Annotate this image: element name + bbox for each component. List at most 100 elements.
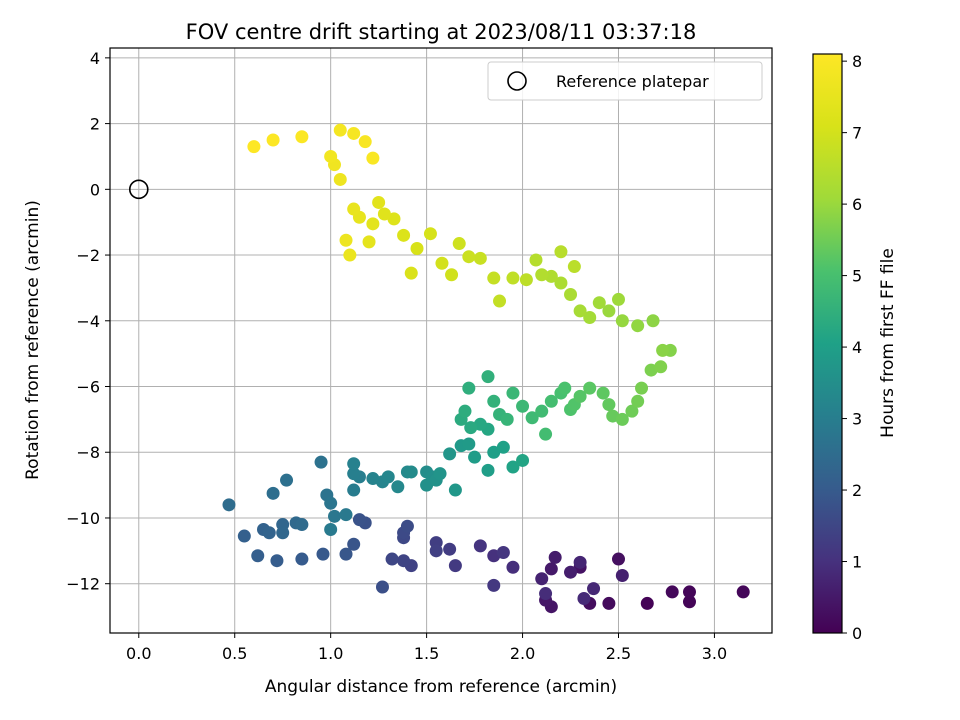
- data-point: [339, 233, 353, 247]
- data-point: [435, 256, 449, 270]
- data-point: [573, 389, 587, 403]
- data-point: [554, 276, 568, 290]
- data-point: [506, 271, 520, 285]
- data-point: [640, 596, 654, 610]
- data-point: [577, 591, 591, 605]
- x-axis-ticks: 0.0 0.5 1.0 1.5 2.0 2.5 3.0: [126, 633, 727, 663]
- y-tick-label: −6: [76, 378, 100, 397]
- data-point: [481, 463, 495, 477]
- data-point: [506, 386, 520, 400]
- data-point: [631, 394, 645, 408]
- x-tick-label: 0.5: [222, 644, 247, 663]
- data-point: [347, 483, 361, 497]
- data-point: [625, 404, 639, 418]
- y-tick-label: 4: [90, 49, 100, 68]
- grid: [110, 48, 772, 633]
- data-point: [339, 547, 353, 561]
- data-point: [615, 412, 629, 426]
- data-point: [280, 473, 294, 487]
- data-point: [443, 542, 457, 556]
- data-point: [535, 404, 549, 418]
- data-point: [462, 437, 476, 451]
- data-point: [567, 260, 581, 274]
- data-point: [583, 310, 597, 324]
- colorbar-tick-label: 4: [852, 338, 862, 357]
- data-point: [262, 526, 276, 540]
- legend-box: [487, 61, 763, 101]
- data-point: [270, 554, 284, 568]
- data-point: [295, 552, 309, 566]
- y-tick-label: −12: [66, 575, 100, 594]
- y-tick-label: −10: [66, 509, 100, 528]
- data-point: [316, 547, 330, 561]
- data-point: [525, 411, 539, 425]
- y-axis-ticks: −12 −10 −8 −6 −4 −2 0 2 4: [66, 49, 110, 594]
- data-point: [544, 269, 558, 283]
- data-point: [682, 595, 696, 609]
- data-point: [362, 235, 376, 249]
- data-point: [387, 212, 401, 226]
- data-point: [433, 467, 447, 481]
- data-point: [487, 445, 501, 459]
- colorbar-tick-label: 8: [852, 52, 862, 71]
- plot-frame: [109, 47, 773, 634]
- data-point: [372, 195, 386, 209]
- data-point: [500, 412, 514, 426]
- data-point: [397, 554, 411, 568]
- data-point: [583, 381, 597, 395]
- data-point: [468, 450, 482, 464]
- data-point: [347, 467, 361, 481]
- data-point: [516, 453, 530, 467]
- data-point: [452, 237, 466, 251]
- data-point: [448, 483, 462, 497]
- data-point: [602, 304, 616, 318]
- data-point: [458, 404, 472, 418]
- data-point: [324, 522, 338, 536]
- x-tick-label: 2.0: [510, 644, 535, 663]
- data-point: [611, 552, 625, 566]
- chart-title: FOV centre drift starting at 2023/08/11 …: [186, 20, 697, 44]
- colorbar: 0 1 2 3 4 5 6 7 8 Hours from first FF file: [812, 52, 898, 643]
- y-tick-label: 0: [90, 180, 100, 199]
- data-point: [654, 360, 668, 374]
- data-point: [448, 559, 462, 573]
- data-point: [544, 394, 558, 408]
- data-point: [295, 518, 309, 532]
- data-point: [366, 151, 380, 165]
- data-point: [602, 398, 616, 412]
- data-point: [352, 513, 366, 527]
- colorbar-gradient: [812, 53, 843, 634]
- data-point: [404, 266, 418, 280]
- data-point: [328, 509, 342, 523]
- data-point: [358, 135, 372, 149]
- data-point: [423, 227, 437, 241]
- x-tick-label: 1.0: [318, 644, 343, 663]
- data-point: [539, 587, 553, 601]
- data-point: [443, 447, 457, 461]
- data-point: [366, 217, 380, 231]
- data-point: [339, 508, 353, 522]
- data-point: [493, 294, 507, 308]
- data-point: [397, 228, 411, 242]
- data-point: [324, 496, 338, 510]
- x-tick-label: 3.0: [702, 644, 727, 663]
- data-point: [573, 555, 587, 569]
- data-point: [519, 273, 533, 287]
- data-point: [646, 314, 660, 328]
- data-point: [473, 251, 487, 265]
- data-point: [665, 585, 679, 599]
- data-point: [347, 202, 361, 216]
- data-point: [347, 537, 361, 551]
- data-point: [347, 457, 361, 471]
- data-point: [462, 250, 476, 264]
- legend-label: Reference platepar: [556, 72, 709, 91]
- data-point: [529, 253, 543, 267]
- x-axis-label: Angular distance from reference (arcmin): [265, 677, 617, 697]
- legend-marker: [507, 71, 527, 91]
- colorbar-tick-label: 5: [852, 267, 862, 286]
- data-point: [473, 539, 487, 553]
- data-point: [548, 550, 562, 564]
- data-point: [554, 245, 568, 259]
- reference-platepar-marker: [128, 179, 149, 200]
- data-point: [347, 126, 361, 140]
